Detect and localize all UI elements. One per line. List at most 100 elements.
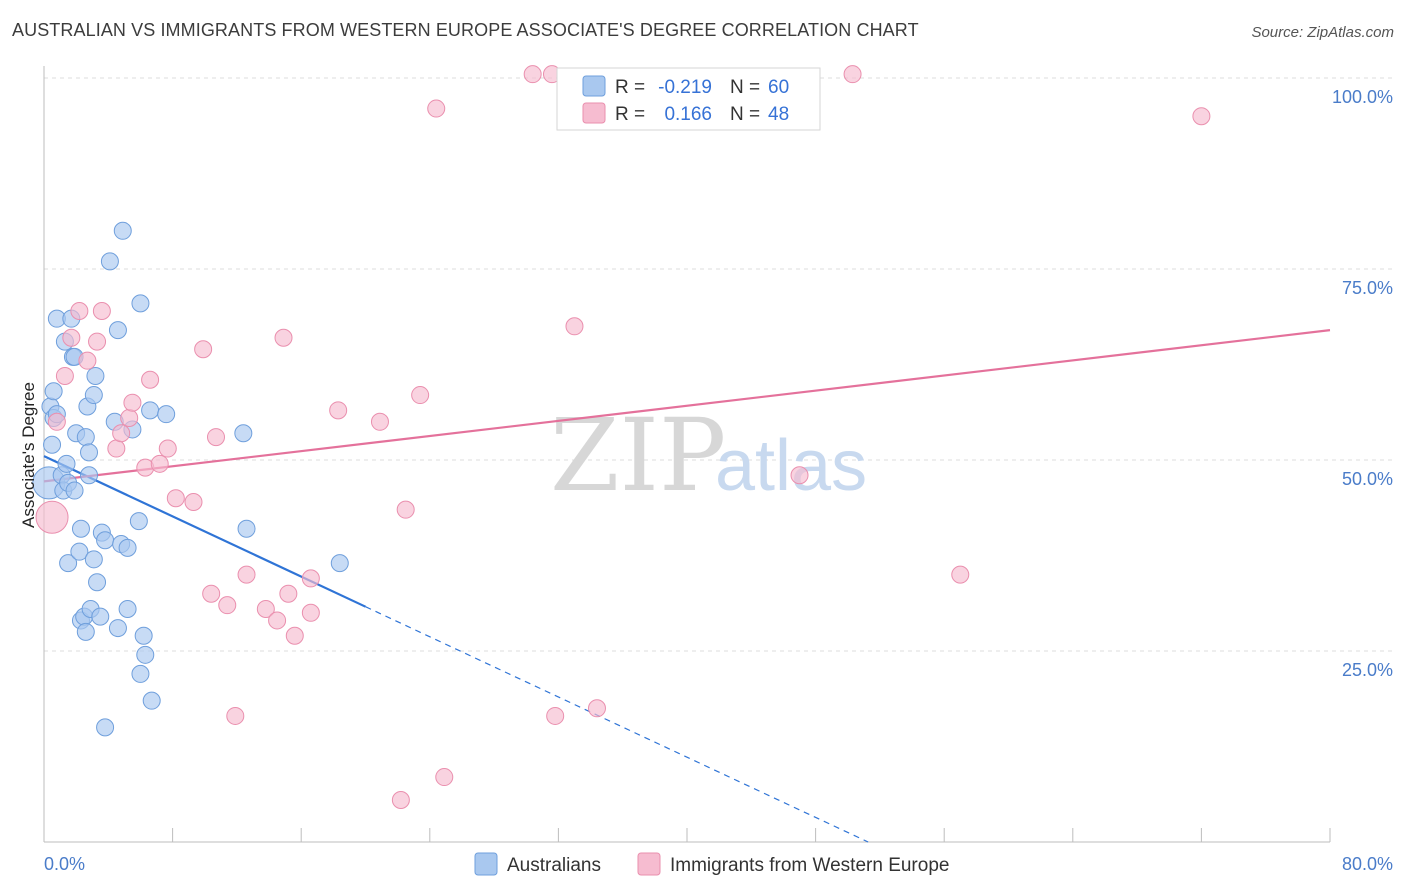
point-immigrants-36[interactable]: [427, 99, 446, 118]
point-australians-10[interactable]: [57, 454, 76, 473]
point-australians-38[interactable]: [108, 321, 127, 340]
point-australians-51[interactable]: [142, 691, 161, 710]
point-australians-55[interactable]: [330, 554, 349, 573]
point-australians-1[interactable]: [43, 435, 62, 454]
point-immigrants-9[interactable]: [112, 424, 131, 443]
point-immigrants-1[interactable]: [47, 412, 66, 431]
point-australians-12[interactable]: [59, 554, 78, 573]
point-australians-43[interactable]: [118, 599, 137, 618]
point-australians-4[interactable]: [44, 382, 63, 401]
point-immigrants-3[interactable]: [62, 328, 81, 347]
point-immigrants-5[interactable]: [78, 351, 97, 370]
point-immigrants-35[interactable]: [411, 386, 430, 405]
point-australians-26[interactable]: [80, 466, 99, 485]
point-immigrants-16[interactable]: [166, 489, 185, 508]
point-australians-16[interactable]: [65, 481, 84, 500]
point-australians-34[interactable]: [96, 531, 115, 550]
point-australians-39[interactable]: [108, 619, 127, 638]
point-australians-50[interactable]: [141, 401, 160, 420]
point-australians-35[interactable]: [96, 718, 115, 737]
point-australians-42[interactable]: [118, 538, 137, 557]
point-immigrants-28[interactable]: [285, 626, 304, 645]
point-immigrants-41[interactable]: [565, 317, 584, 336]
point-immigrants-24[interactable]: [256, 599, 275, 618]
point-australians-23[interactable]: [76, 622, 95, 641]
point-immigrants-31[interactable]: [329, 401, 348, 420]
point-australians-29[interactable]: [84, 550, 103, 569]
axis-layer: [43, 66, 1331, 843]
y-tick-label-100: 100.0%: [1332, 87, 1393, 107]
point-australians-52[interactable]: [157, 405, 176, 424]
point-immigrants-18[interactable]: [194, 340, 213, 359]
legend-swatch-australians: [582, 75, 606, 97]
point-immigrants-20[interactable]: [207, 428, 226, 447]
bottom-legend-swatch-australians[interactable]: [474, 852, 498, 876]
point-australians-31[interactable]: [88, 573, 107, 592]
chart-title: AUSTRALIAN VS IMMIGRANTS FROM WESTERN EU…: [12, 20, 919, 40]
point-immigrants-21[interactable]: [218, 596, 237, 615]
point-immigrants-38[interactable]: [523, 65, 542, 84]
point-immigrants-13[interactable]: [141, 370, 160, 389]
point-immigrants-29[interactable]: [301, 603, 320, 622]
point-immigrants-40[interactable]: [546, 706, 565, 725]
point-australians-49[interactable]: [136, 645, 155, 664]
point-immigrants-26[interactable]: [274, 328, 293, 347]
point-immigrants-37[interactable]: [435, 768, 454, 787]
point-immigrants-8[interactable]: [107, 439, 126, 458]
point-immigrants-44[interactable]: [843, 65, 862, 84]
point-immigrants-34[interactable]: [396, 500, 415, 519]
point-immigrants-33[interactable]: [391, 790, 410, 809]
bottom-legend-label-immigrants[interactable]: Immigrants from Western Europe: [670, 855, 949, 876]
point-australians-36[interactable]: [100, 252, 119, 271]
point-australians-22[interactable]: [76, 428, 95, 447]
point-immigrants-14[interactable]: [150, 454, 169, 473]
trendline-australians-extension: [365, 606, 869, 843]
point-immigrants-42[interactable]: [587, 699, 606, 718]
point-immigrants-46[interactable]: [1192, 107, 1211, 126]
point-australians-53[interactable]: [234, 424, 253, 443]
point-australians-32[interactable]: [91, 607, 110, 626]
point-immigrants-30[interactable]: [301, 569, 320, 588]
point-australians-28[interactable]: [84, 386, 103, 405]
legend-n-label-2: N =: [730, 104, 760, 125]
point-australians-47[interactable]: [131, 664, 150, 683]
point-australians-25[interactable]: [80, 443, 99, 462]
bottom-legend-label-australians[interactable]: Australians: [507, 855, 601, 876]
point-australians-54[interactable]: [237, 519, 256, 538]
point-immigrants-17[interactable]: [184, 493, 203, 512]
points-layer: [32, 65, 1211, 809]
point-australians-48[interactable]: [134, 626, 153, 645]
point-immigrants-43[interactable]: [790, 466, 809, 485]
point-australians-45[interactable]: [129, 512, 148, 531]
point-immigrants-10[interactable]: [120, 408, 139, 427]
point-immigrants-6[interactable]: [88, 332, 107, 351]
grid-layer: 25.0% 50.0% 75.0% 100.0%: [44, 77, 1393, 680]
bottom-legend-swatch-immigrants[interactable]: [637, 852, 661, 876]
point-immigrants-11[interactable]: [123, 393, 142, 412]
point-immigrants-23[interactable]: [237, 565, 256, 584]
point-immigrants-25[interactable]: [268, 611, 287, 630]
y-tick-label-75: 75.0%: [1342, 278, 1393, 298]
source-label: Source: ZipAtlas.com: [1251, 24, 1394, 41]
point-immigrants-2[interactable]: [55, 366, 74, 385]
watermark-zip: ZIP: [550, 397, 726, 514]
point-immigrants-0[interactable]: [35, 500, 69, 534]
legend-n-label-1: N =: [730, 77, 760, 98]
point-immigrants-22[interactable]: [226, 706, 245, 725]
point-immigrants-19[interactable]: [202, 584, 221, 603]
point-immigrants-27[interactable]: [279, 584, 298, 603]
point-immigrants-32[interactable]: [370, 412, 389, 431]
point-australians-41[interactable]: [113, 221, 132, 240]
legend-r-value-2: 0.166: [664, 104, 712, 125]
point-australians-19[interactable]: [71, 519, 90, 538]
point-immigrants-4[interactable]: [70, 302, 89, 321]
x-tick-label-min: 0.0%: [44, 854, 85, 874]
point-immigrants-45[interactable]: [951, 565, 970, 584]
point-australians-30[interactable]: [86, 366, 105, 385]
legend-swatch-immigrants: [582, 102, 606, 124]
point-australians-46[interactable]: [131, 294, 150, 313]
point-australians-18[interactable]: [70, 542, 89, 561]
point-immigrants-7[interactable]: [92, 302, 111, 321]
point-immigrants-15[interactable]: [158, 439, 177, 458]
